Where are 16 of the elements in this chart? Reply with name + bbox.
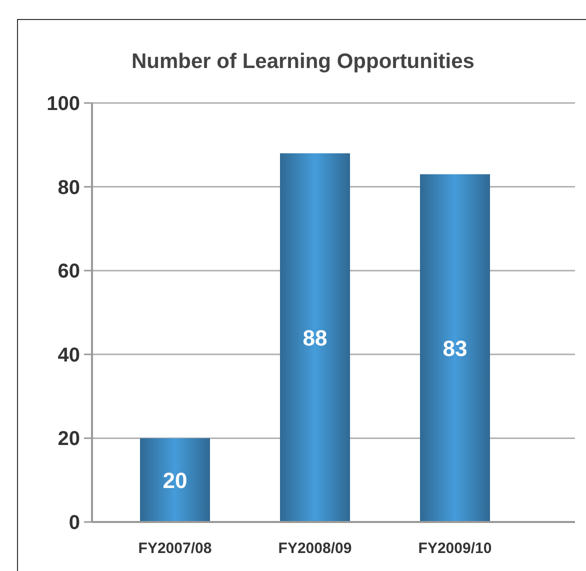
x-tick-label: FY2008/09: [278, 540, 352, 557]
x-tick-label: FY2007/08: [138, 540, 212, 557]
bar: [420, 174, 490, 522]
data-label: 83: [442, 336, 468, 361]
y-tick-label: 40: [58, 344, 80, 366]
chart-title: Number of Learning Opportunities: [131, 50, 475, 73]
bar: [140, 438, 210, 522]
bar: [280, 153, 350, 522]
y-tick-label: 100: [46, 93, 80, 115]
data-label: 20: [162, 468, 188, 493]
y-tick-label: 60: [58, 260, 80, 283]
y-tick-label: 0: [68, 512, 80, 534]
x-tick-label: FY2009/10: [418, 540, 492, 557]
y-tick-label: 20: [58, 428, 80, 450]
data-label: 88: [302, 325, 328, 350]
y-tick-label: 80: [58, 176, 80, 199]
